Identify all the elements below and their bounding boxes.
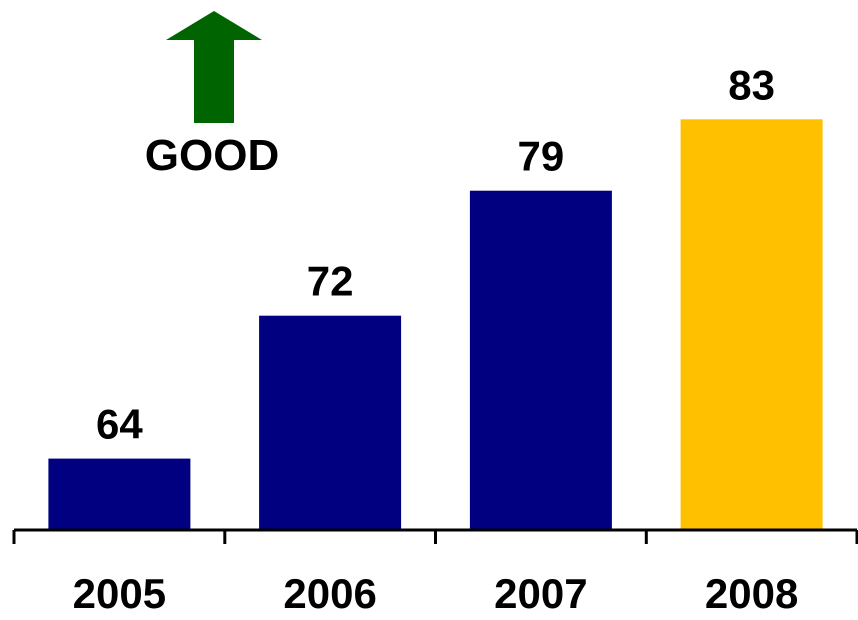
good-label: GOOD <box>145 131 279 180</box>
x-tick-label-2007: 2007 <box>494 570 587 617</box>
data-labels: 64 72 79 83 <box>96 61 775 447</box>
bar-2008 <box>680 119 823 531</box>
data-label-2008: 83 <box>728 61 775 108</box>
bar-2006 <box>259 315 402 530</box>
bars <box>48 119 823 531</box>
good-annotation: GOOD <box>145 11 279 180</box>
up-arrow-icon <box>166 11 262 123</box>
x-tick-label-2005: 2005 <box>73 570 166 617</box>
x-tick-labels: 2005 2006 2007 2008 <box>73 570 799 617</box>
x-tick-label-2006: 2006 <box>283 570 376 617</box>
data-label-2005: 64 <box>96 401 143 448</box>
x-tick-label-2008: 2008 <box>705 570 798 617</box>
x-axis-ticks <box>12 530 858 544</box>
data-label-2007: 79 <box>518 133 565 180</box>
data-label-2006: 72 <box>307 258 354 305</box>
bar-2007 <box>469 190 612 530</box>
bar-2005 <box>48 458 191 530</box>
